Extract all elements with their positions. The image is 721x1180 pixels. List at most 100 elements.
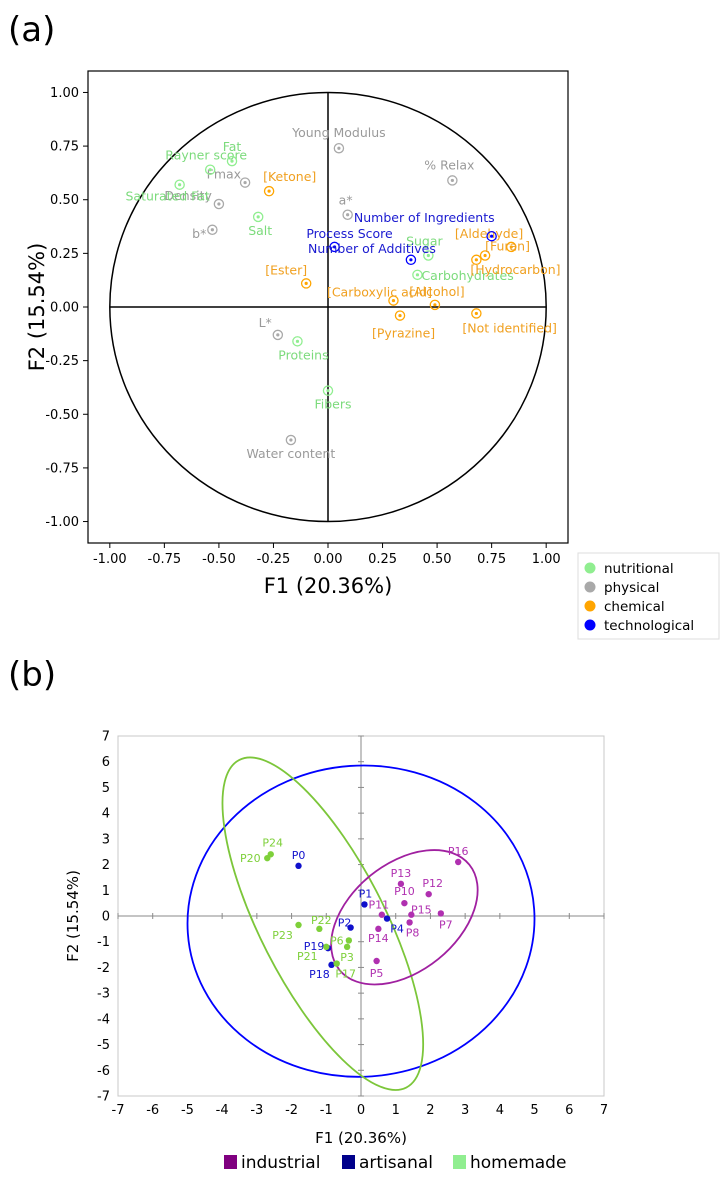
point-p14	[375, 925, 382, 933]
label-p24: P24	[262, 836, 283, 849]
point-ester	[300, 278, 312, 289]
point-core-b	[210, 228, 214, 232]
y-tick-label-b: -4	[97, 1012, 110, 1027]
point-core-hydrocarbon	[474, 258, 478, 262]
point-core-fat	[230, 159, 234, 163]
point-p4	[383, 915, 391, 922]
y-tick-label-b: -3	[97, 987, 110, 1002]
label-p3: P3	[340, 951, 354, 964]
legend-label-physical: physical	[604, 580, 659, 596]
point-core-carboxylic-acid	[391, 298, 396, 303]
label-ester: [Ester]	[265, 262, 307, 277]
label-number-of-ingredients: Number of Ingredients	[354, 210, 495, 225]
x-tick-label: 0.50	[423, 552, 452, 567]
y-tick-label-b: -6	[97, 1064, 110, 1079]
x-tick-label-b: 6	[565, 1103, 573, 1118]
label-density: Density	[164, 188, 212, 203]
label-p21: P21	[297, 950, 318, 963]
point-p13	[397, 880, 405, 888]
point-number-of-ingredients	[486, 230, 497, 242]
label-p22: P22	[311, 914, 332, 927]
x-tick-label: 1.00	[532, 552, 561, 567]
label-p6: P6	[330, 934, 344, 947]
y-tick-label-b: 3	[102, 832, 110, 847]
y-tick-label: -0.50	[45, 408, 79, 423]
point-water-content	[285, 434, 297, 446]
legend-marker-artisanal	[342, 1155, 355, 1169]
x-axis-label-b: F1 (20.36%)	[315, 1129, 407, 1147]
point-p3	[343, 943, 351, 951]
x-tick-label: -0.25	[257, 552, 291, 567]
point-p12	[425, 890, 432, 898]
y-tick-label: -0.75	[45, 461, 79, 476]
label-p23: P23	[272, 929, 293, 942]
x-tick-label: -0.50	[202, 552, 236, 567]
x-axis-label: F1 (20.36%)	[264, 574, 393, 598]
point-b	[207, 224, 218, 236]
label-rayner-score: Rayner score	[165, 148, 247, 163]
y-tick-label-b: -5	[97, 1038, 110, 1053]
point-rayner-score	[204, 164, 216, 175]
point-pyrazine	[394, 310, 406, 321]
correlation-circle-chart: -1.00 -0.75 -0.50 -0.25 0.00 0.25 0.50 0.75 1.00…	[25, 70, 720, 640]
y-tick-label-b: -1	[97, 935, 110, 950]
point-core-l	[276, 333, 280, 337]
point-p22	[316, 925, 323, 933]
confidence-ellipse-artisanal	[186, 764, 536, 1078]
point-core-density	[217, 202, 221, 206]
point-carbohydrates	[412, 269, 423, 281]
point-p2	[347, 924, 354, 931]
point-core-relax	[450, 178, 454, 183]
legend-marker-homemade	[453, 1155, 466, 1169]
confidence-ellipse-homemade	[221, 756, 425, 1091]
point-aldehyde	[506, 241, 517, 253]
label-furan: [Furan]	[485, 239, 530, 254]
point-core-proteins	[295, 339, 300, 343]
label-p7: P7	[439, 918, 453, 931]
point-p8	[406, 919, 413, 926]
y-tick-label: 0.75	[50, 140, 79, 155]
x-tick-label-b: -7	[112, 1103, 125, 1118]
label-carbohydrates: Carbohydrates	[421, 268, 513, 283]
label-p0: P0	[292, 849, 306, 862]
point-hydrocarbon	[471, 254, 482, 266]
panel-label-a: (a)	[8, 10, 56, 50]
y-tick-label: 1.00	[50, 86, 79, 101]
x-tick-label-b: 0	[357, 1103, 365, 1118]
label-alcohol: [Alcohol]	[409, 284, 464, 299]
point-p5	[373, 957, 380, 965]
point-p15	[408, 911, 415, 918]
y-tick-label-b: 0	[102, 910, 110, 925]
label-p13: P13	[391, 867, 412, 880]
point-core-rayner-score	[208, 168, 212, 172]
point-salt	[252, 211, 264, 223]
label-p20: P20	[240, 852, 261, 865]
x-tick-label: 0.25	[368, 552, 397, 567]
label-process-score: Process Score	[306, 226, 393, 241]
point-fibers	[322, 385, 334, 396]
x-tick-label: 0.00	[314, 552, 343, 567]
x-tick-label-b: 7	[600, 1103, 608, 1118]
x-tick-label-b: 2	[426, 1103, 434, 1118]
legend-marker-chemical	[584, 600, 596, 612]
y-tick-label-b: -7	[97, 1090, 110, 1105]
y-tick-label: 0.50	[50, 193, 79, 208]
point-fmax	[239, 177, 251, 188]
point-core-salt	[256, 215, 260, 219]
legend-marker-physical	[584, 581, 596, 593]
legend-label-artisanal: artisanal	[359, 1153, 433, 1173]
legend-marker-industrial	[224, 1155, 237, 1169]
x-tick-label-b: -2	[285, 1103, 298, 1118]
x-tick-label-b: 4	[496, 1103, 504, 1118]
label-l: L*	[259, 315, 272, 330]
x-tick-label-b: -6	[146, 1103, 159, 1118]
label-pyrazine: [Pyrazine]	[372, 326, 435, 341]
point-p23	[295, 921, 302, 929]
y-axis-label: F2 (15.54%)	[25, 243, 49, 372]
point-core-fibers	[326, 389, 330, 393]
legend-label-technological: technological	[604, 618, 694, 634]
point-p10	[401, 899, 408, 907]
point-saturated-fat	[174, 179, 185, 190]
point-core-process-score	[332, 245, 337, 249]
